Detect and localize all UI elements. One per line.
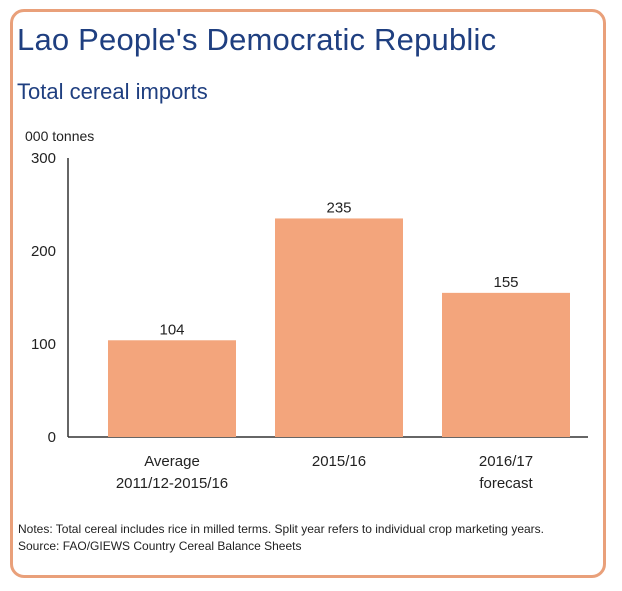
chart-subtitle: Total cereal imports (17, 79, 208, 104)
data-label: 235 (326, 199, 351, 216)
notes-text: Notes: Total cereal includes rice in mil… (18, 522, 544, 536)
y-tick-label: 0 (48, 429, 56, 446)
x-tick-label: 2016/17 (479, 453, 533, 470)
x-tick-label: 2015/16 (312, 453, 366, 470)
bar-chart: 000 tonnes 0 100 200 300 104 Average 2011/12-20… (25, 128, 588, 492)
bar (275, 218, 403, 437)
x-tick-label: 2011/12-2015/16 (116, 475, 228, 492)
data-label: 155 (493, 274, 518, 291)
y-tick-label: 300 (31, 150, 56, 167)
y-axis-label: 000 tonnes (25, 128, 94, 144)
source-text: Source: FAO/GIEWS Country Cereal Balance… (18, 539, 302, 553)
chart-notes: Notes: Total cereal includes rice in mil… (18, 521, 598, 555)
bar (108, 340, 236, 437)
y-tick-label: 100 (31, 336, 56, 353)
y-tick-label: 200 (31, 243, 56, 260)
chart-title: Lao People's Democratic Republic (17, 22, 497, 57)
x-tick-label: Average (144, 453, 200, 470)
x-tick-label: forecast (479, 475, 533, 492)
data-label: 104 (159, 321, 184, 338)
bar (442, 292, 570, 437)
